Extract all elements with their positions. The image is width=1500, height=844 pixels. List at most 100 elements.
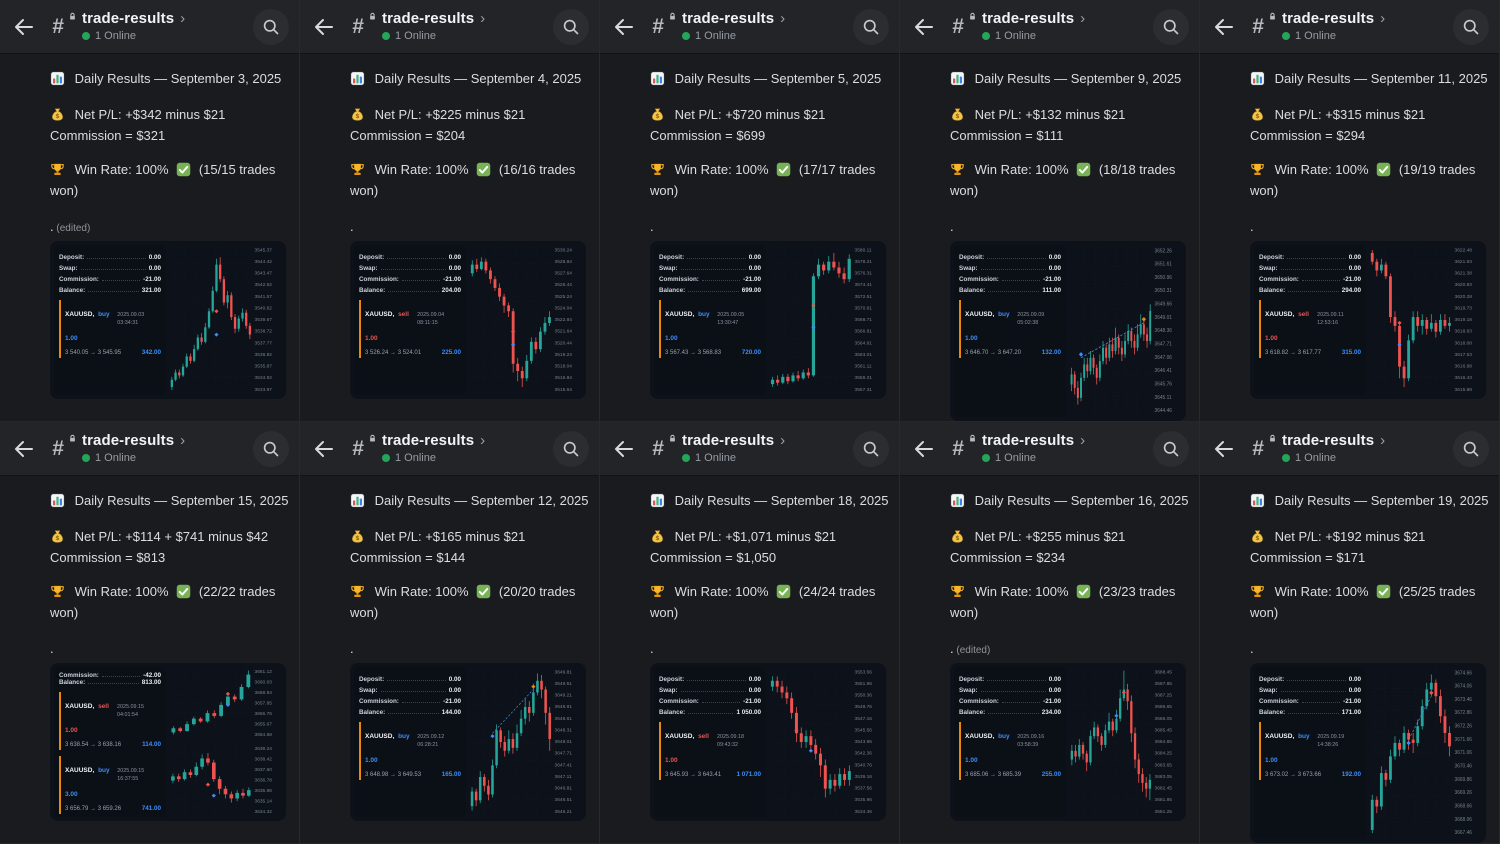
chart-attachment[interactable]: Deposit: 0.00 Swap: 0.00 Commission: -21.00 Ba… <box>650 662 886 821</box>
trophy-emoji-icon <box>50 162 65 182</box>
dotted-leader <box>1280 268 1346 270</box>
account-row-value: 0.00 <box>748 686 761 694</box>
channel-title[interactable]: trade-results <box>982 10 1075 28</box>
daily-results-line: Daily Results — September 15, 2025 <box>50 492 291 513</box>
channel-title[interactable]: trade-results <box>82 432 175 450</box>
channel-title[interactable]: trade-results <box>382 432 475 450</box>
channel-title-block[interactable]: # trade-results › 1 Online <box>52 11 253 42</box>
back-arrow-icon[interactable] <box>1212 436 1238 462</box>
account-info-panel: Deposit: 0.00 Swap: 0.00 Commission: -21.00 Ba… <box>1254 666 1366 839</box>
channel-title-block[interactable]: # trade-results › 1 Online <box>952 433 1153 464</box>
channel-title[interactable]: trade-results <box>1282 10 1375 28</box>
online-count: 1 Online <box>395 451 436 464</box>
chart-attachment[interactable]: Deposit: 0.00 Swap: 0.00 Commission: -21.00 Ba… <box>650 240 886 399</box>
channel-title-block[interactable]: # trade-results › 1 Online <box>52 433 253 464</box>
account-row-label: Swap: <box>1259 686 1278 694</box>
channel-title[interactable]: trade-results <box>382 10 475 28</box>
search-icon[interactable] <box>853 430 889 467</box>
back-arrow-icon[interactable] <box>312 436 338 462</box>
svg-text:3649.66: 3649.66 <box>1155 301 1173 307</box>
back-arrow-icon[interactable] <box>612 14 638 40</box>
svg-text:3668.06: 3668.06 <box>1455 817 1473 823</box>
account-row: Commission: -21.00 <box>1259 272 1361 283</box>
net-pl-line: $ Net P/L: +$342 minus $21 Commission = … <box>50 106 291 145</box>
chart-attachment[interactable]: Deposit: 0.00 Swap: 0.00 Commission: -21.00 Ba… <box>950 240 1186 421</box>
net-pl-line: $ Net P/L: +$225 minus $21 Commission = … <box>350 106 591 145</box>
channel-title[interactable]: trade-results <box>682 432 775 450</box>
search-icon[interactable] <box>253 8 289 45</box>
position-profit: 315.00 <box>1341 348 1361 356</box>
channel-title[interactable]: trade-results <box>682 10 775 28</box>
check-mark-emoji-icon <box>176 584 191 604</box>
search-icon[interactable] <box>1453 430 1489 467</box>
dotted-leader <box>687 679 746 681</box>
search-icon[interactable] <box>1153 430 1189 467</box>
channel-title-block[interactable]: # trade-results › 1 Online <box>352 11 553 42</box>
svg-text:3670.46: 3670.46 <box>1455 763 1473 769</box>
channel-title-block[interactable]: # trade-results › 1 Online <box>352 433 553 464</box>
chart-attachment[interactable]: Deposit: 0.00 Swap: 0.00 Commission: -21.00 Ba… <box>350 240 586 399</box>
channel-title[interactable]: trade-results <box>982 432 1075 450</box>
trades-won-text: (22/22 trades <box>198 583 276 599</box>
back-arrow-icon[interactable] <box>612 436 638 462</box>
back-arrow-icon[interactable] <box>12 14 38 40</box>
position-symbol: XAUUSD, <box>1265 732 1295 740</box>
account-row-value: 0.00 <box>448 675 461 683</box>
svg-text:3660.03: 3660.03 <box>255 680 273 685</box>
channel-title-block[interactable]: # trade-results › 1 Online <box>952 11 1153 42</box>
back-arrow-icon[interactable] <box>912 436 938 462</box>
account-row: Balance: 1 050.00 <box>659 705 761 716</box>
back-arrow-icon[interactable] <box>1212 14 1238 40</box>
channel-title-block[interactable]: # trade-results › 1 Online <box>652 11 853 42</box>
chart-attachment[interactable]: Deposit: 0.00 Swap: 0.00 Commission: -21.00 Ba… <box>50 240 286 399</box>
chart-attachment[interactable]: Deposit: 0.00 Swap: 0.00 Commission: -21.00 Ba… <box>350 662 586 821</box>
svg-text:3615.88: 3615.88 <box>1455 387 1473 392</box>
svg-text:3540.76: 3540.76 <box>855 762 873 767</box>
account-info-panel: Deposit: 0.00 Swap: 0.00 Commission: -21.00 Ba… <box>654 666 766 817</box>
back-arrow-icon[interactable] <box>12 436 38 462</box>
channel-title-block[interactable]: # trade-results › 1 Online <box>1252 11 1453 42</box>
trades-won-text: (25/25 trades <box>1398 583 1476 599</box>
channel-title-block[interactable]: # trade-results › 1 Online <box>1252 433 1453 464</box>
chart-attachment[interactable]: Deposit: 0.00 Swap: 0.00 Commission: -21.00 Ba… <box>1250 240 1486 399</box>
net-pl-text-2: Commission = $294 <box>1250 128 1366 144</box>
account-row-value: 813.00 <box>141 678 161 686</box>
svg-text:3681.25: 3681.25 <box>1155 809 1173 814</box>
search-icon[interactable] <box>1153 8 1189 45</box>
back-arrow-icon[interactable] <box>912 14 938 40</box>
back-arrow-icon[interactable] <box>312 14 338 40</box>
position-price-range: 3 646.70 → 3 647.20 <box>965 349 1022 356</box>
search-icon[interactable] <box>253 430 289 467</box>
account-row-value: 0.00 <box>748 264 761 272</box>
svg-text:3533.97: 3533.97 <box>255 387 273 392</box>
search-icon[interactable] <box>1453 8 1489 45</box>
win-rate-text: Win Rate: 100% <box>374 583 469 599</box>
channel-title-block[interactable]: # trade-results › 1 Online <box>652 433 853 464</box>
account-row-value: 0.00 <box>448 686 461 694</box>
svg-text:3525.24: 3525.24 <box>555 294 573 299</box>
chart-attachment[interactable]: Deposit: 0.00 Swap: 0.00 Commission: -21.00 Ba… <box>950 662 1186 821</box>
dot-message: . <box>650 641 891 656</box>
net-pl-text-1: Net P/L: +$132 minus $21 <box>974 107 1126 123</box>
dotted-leader <box>680 268 746 270</box>
channel-title[interactable]: trade-results <box>1282 432 1375 450</box>
dot-message-2: . <box>50 412 291 421</box>
search-icon[interactable] <box>853 8 889 45</box>
search-icon[interactable] <box>553 8 589 45</box>
channel-title[interactable]: trade-results <box>82 10 175 28</box>
lock-badge-icon <box>68 11 77 21</box>
account-row-label: Deposit: <box>959 253 985 261</box>
win-rate-line: Win Rate: 100% (23/23 trades won) <box>950 583 1191 622</box>
dotted-leader <box>1301 279 1341 281</box>
chart-attachment[interactable]: Commission: -42.00 Balance: 813.00 XAUUSD, s… <box>50 662 286 821</box>
search-icon[interactable] <box>553 430 589 467</box>
dotted-leader <box>1288 290 1339 292</box>
edited-label: (edited) <box>953 644 991 656</box>
chart-attachment[interactable]: Deposit: 0.00 Swap: 0.00 Commission: -21.00 Ba… <box>1250 662 1486 843</box>
svg-text:3526.44: 3526.44 <box>555 282 573 287</box>
daily-results-text: Daily Results — September 15, 2025 <box>74 493 289 508</box>
account-row-label: Commission: <box>959 275 999 283</box>
account-row: Balance: 294.00 <box>1259 283 1361 294</box>
trophy-emoji-icon <box>350 162 365 182</box>
channel-hash-icon: # <box>352 433 377 461</box>
